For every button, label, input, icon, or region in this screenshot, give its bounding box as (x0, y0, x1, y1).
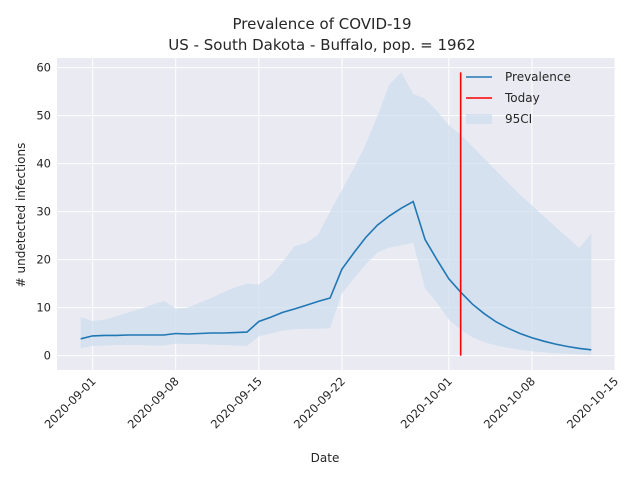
y-tick-labels: 0 10 20 30 40 50 60 (36, 61, 51, 363)
y-tick-label: 40 (36, 157, 51, 171)
legend: Prevalence Today 95CI (466, 70, 571, 126)
y-tick-label: 10 (36, 301, 51, 315)
x-tick-label: 2020-09-22 (291, 374, 348, 431)
y-tick-label: 30 (36, 205, 51, 219)
legend-label-today: Today (504, 91, 540, 105)
y-tick-label: 0 (44, 349, 51, 363)
x-tick-label: 2020-09-08 (125, 374, 182, 431)
x-axis-label: Date (311, 451, 340, 465)
legend-swatch-95ci (466, 114, 492, 124)
legend-label-prevalence: Prevalence (505, 70, 571, 84)
x-tick-label: 2020-10-15 (564, 374, 621, 431)
y-tick-label: 60 (36, 61, 51, 75)
prevalence-line (80, 200, 592, 351)
chart-subtitle: US - South Dakota - Buffalo, pop. = 1962 (168, 36, 475, 54)
x-tick-label: 2020-10-08 (481, 374, 538, 431)
ci-band (80, 72, 592, 355)
y-tick-label: 50 (36, 109, 51, 123)
y-axis-label: # undetected infections (14, 143, 28, 288)
y-tick-label: 20 (36, 253, 51, 267)
x-tick-labels: 2020-09-01 2020-09-08 2020-09-15 2020-09-22… (42, 374, 622, 431)
x-tick-label: 2020-09-01 (42, 374, 99, 431)
x-tick-label: 2020-09-15 (208, 374, 265, 431)
x-tick-label: 2020-10-01 (398, 374, 455, 431)
legend-label-95ci: 95CI (505, 112, 532, 126)
chart-title: Prevalence of COVID-19 (232, 15, 411, 33)
